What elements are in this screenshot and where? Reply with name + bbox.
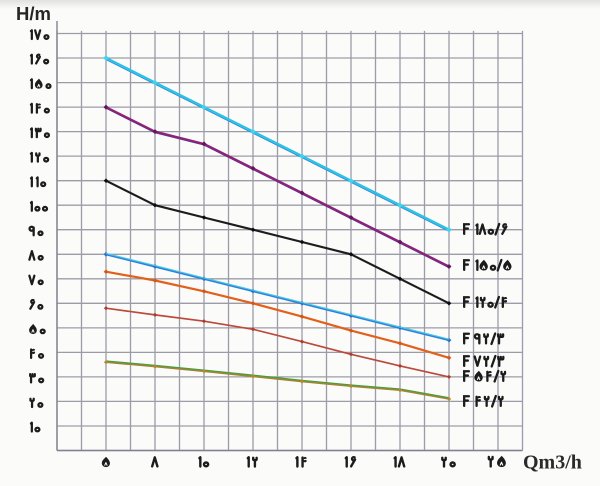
svg-text:H/m: H/m: [16, 3, 51, 24]
svg-text:Qm3/h: Qm3/h: [523, 452, 582, 474]
